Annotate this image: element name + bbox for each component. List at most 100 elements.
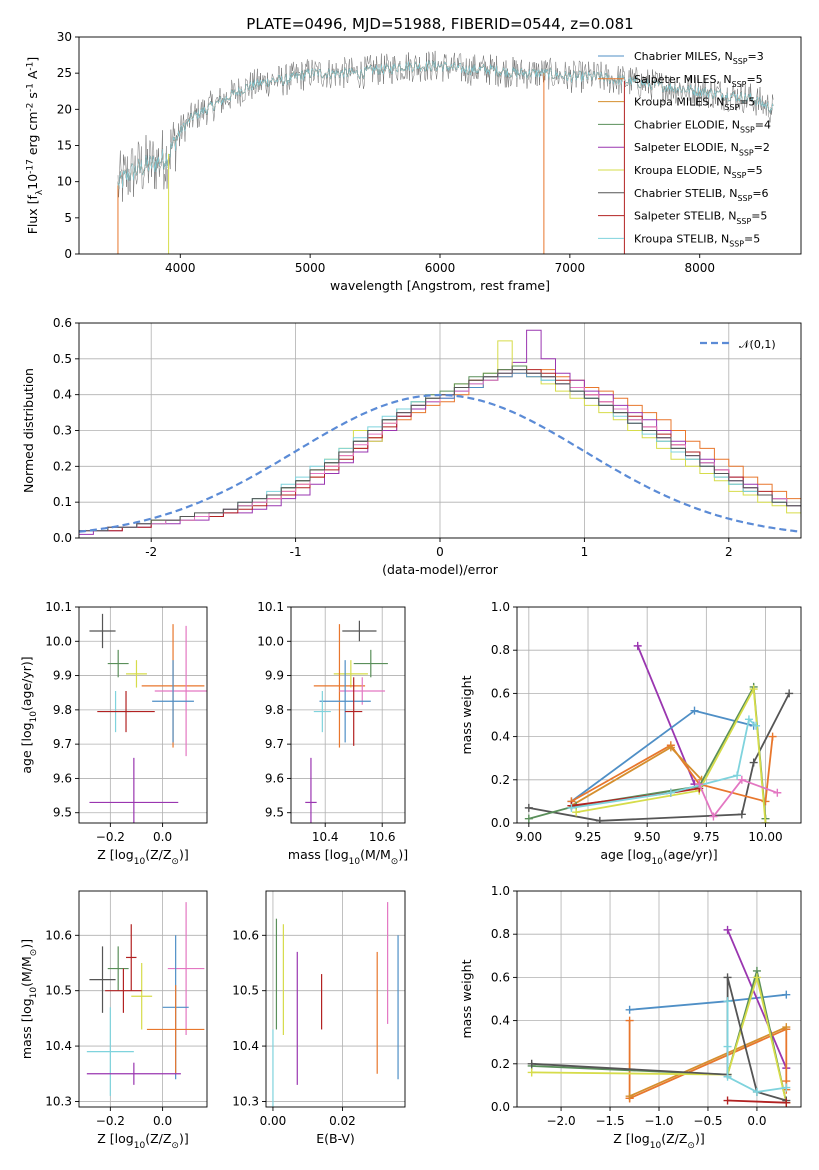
mass-weight-marker bbox=[723, 1096, 732, 1105]
mass-weight-marker bbox=[737, 810, 746, 819]
residuals-axes bbox=[75, 322, 802, 542]
y-tick-label: 30 bbox=[57, 30, 72, 44]
mass-weight-marker bbox=[723, 925, 732, 934]
x-tick-label: 10.6 bbox=[369, 830, 396, 844]
y-tick-label: 0.1 bbox=[53, 495, 72, 509]
legend-label: Kroupa ELODIE, NSSP=5 bbox=[634, 164, 763, 180]
y-tick-label: 0.5 bbox=[53, 352, 72, 366]
y-tick-label: 0.4 bbox=[491, 730, 510, 744]
x-axis-label: E(B-V) bbox=[316, 1131, 355, 1146]
mass-weight-line bbox=[726, 929, 788, 1069]
x-tick-label: 10.4 bbox=[312, 830, 339, 844]
residuals-frame bbox=[78, 322, 802, 539]
weight-vs-Z-axes bbox=[513, 890, 802, 1111]
x-tick-label: 10.00 bbox=[748, 830, 782, 844]
x-axis-label: Z [log10(Z/Z⊙)] bbox=[97, 847, 188, 867]
legend-label: Chabrier ELODIE, NSSP=4 bbox=[634, 118, 771, 134]
weight-vs-Z-plot-area bbox=[517, 891, 801, 1107]
x-tick-label: −0.2 bbox=[96, 1114, 125, 1128]
x-axis-label: wavelength [Angstrom, rest frame] bbox=[330, 278, 550, 293]
residual-histogram bbox=[79, 369, 801, 532]
legend-label: Salpeter ELODIE, NSSP=2 bbox=[634, 141, 770, 157]
x-tick-label: −1.0 bbox=[644, 1114, 673, 1128]
mass-weight-marker bbox=[768, 732, 777, 741]
weight-vs-age-frame bbox=[516, 606, 802, 824]
weight-vs-Z-frame bbox=[516, 890, 802, 1108]
mass-vs-Z-axes bbox=[75, 890, 208, 1111]
mass-weight-marker bbox=[733, 771, 742, 780]
y-tick-label: 10.3 bbox=[45, 1094, 72, 1108]
y-tick-label: 10.6 bbox=[45, 928, 72, 942]
x-tick-label: −0.2 bbox=[96, 830, 125, 844]
mass-weight-marker bbox=[625, 1005, 634, 1014]
x-tick-label: 0.00 bbox=[260, 1114, 287, 1128]
y-tick-label: 9.9 bbox=[53, 669, 72, 683]
x-tick-label: 9.25 bbox=[575, 830, 602, 844]
mass-weight-line bbox=[629, 1026, 787, 1098]
mass-vs-Z-frame bbox=[78, 890, 208, 1108]
age-vs-Z-plot-area bbox=[79, 607, 207, 823]
x-tick-label: -1 bbox=[290, 545, 302, 559]
x-tick-label: 0.0 bbox=[747, 1114, 766, 1128]
mass-weight-marker bbox=[752, 721, 761, 730]
y-tick-label: 0.0 bbox=[491, 1100, 510, 1114]
spectrum-plot-area bbox=[117, 50, 774, 254]
x-tick-label: 9.00 bbox=[515, 830, 542, 844]
y-tick-label: 0.2 bbox=[53, 459, 72, 473]
mass-weight-marker bbox=[782, 1083, 791, 1092]
x-tick-label: 9.50 bbox=[634, 830, 661, 844]
y-tick-label: 0.6 bbox=[53, 316, 72, 330]
y-tick-label: 0.2 bbox=[491, 773, 510, 787]
y-tick-label: 0.0 bbox=[491, 816, 510, 830]
spectrum-series-line bbox=[117, 59, 774, 190]
spectrum-axes bbox=[75, 36, 802, 258]
weight-vs-age-plot-area bbox=[517, 607, 801, 823]
mass-weight-line bbox=[531, 973, 788, 1103]
y-tick-label: 10.1 bbox=[45, 600, 72, 614]
y-tick-label: 5 bbox=[64, 211, 72, 225]
x-tick-label: 0.02 bbox=[329, 1114, 356, 1128]
mass-weight-marker bbox=[625, 1016, 634, 1025]
residuals-plot-area bbox=[79, 323, 801, 538]
y-tick-label: 0.2 bbox=[491, 1057, 510, 1071]
y-tick-label: 9.9 bbox=[265, 669, 284, 683]
mass-weight-line bbox=[698, 778, 778, 819]
mass-weight-line bbox=[570, 709, 754, 803]
x-tick-label: −2.0 bbox=[546, 1114, 575, 1128]
y-tick-label: 9.5 bbox=[265, 806, 284, 820]
y-tick-label: 0 bbox=[64, 247, 72, 261]
y-tick-label: 9.6 bbox=[53, 771, 72, 785]
age-vs-Z-frame bbox=[78, 606, 208, 824]
legend-label: Kroupa MILES, NSSP=5 bbox=[634, 96, 755, 112]
y-tick-label: 9.7 bbox=[53, 737, 72, 751]
mass-weight-marker bbox=[666, 743, 675, 752]
x-tick-label: 2 bbox=[725, 545, 733, 559]
mass-weight-marker bbox=[723, 973, 732, 982]
mass-weight-marker bbox=[690, 706, 699, 715]
y-tick-label: 9.7 bbox=[265, 737, 284, 751]
legend-label: Salpeter MILES, NSSP=5 bbox=[634, 73, 763, 89]
mass-vs-EBV-plot-area bbox=[266, 891, 405, 1107]
mass-weight-marker bbox=[752, 973, 761, 982]
y-tick-label: 9.8 bbox=[265, 703, 284, 717]
y-tick-label: 0.8 bbox=[491, 643, 510, 657]
y-tick-label: 10.5 bbox=[45, 984, 72, 998]
y-tick-label: 0.3 bbox=[53, 424, 72, 438]
legend-label: Chabrier STELIB, NSSP=6 bbox=[634, 187, 769, 203]
x-axis-label: Z [log10(Z/Z⊙)] bbox=[97, 1131, 188, 1151]
x-tick-label: 7000 bbox=[555, 261, 586, 275]
mass-weight-marker bbox=[524, 814, 533, 823]
y-tick-label: 10.3 bbox=[232, 1094, 259, 1108]
x-tick-label: −1.5 bbox=[595, 1114, 624, 1128]
legend-label: Salpeter STELIB, NSSP=5 bbox=[634, 210, 767, 226]
mass-weight-marker bbox=[666, 788, 675, 797]
age-vs-mass-frame bbox=[290, 606, 406, 824]
mass-weight-marker bbox=[749, 758, 758, 767]
y-axis-label: Normed distribution bbox=[21, 368, 36, 493]
y-axis-label: mass weight bbox=[459, 675, 474, 754]
y-tick-label: 10.1 bbox=[257, 600, 284, 614]
y-tick-label: 20 bbox=[57, 102, 72, 116]
y-tick-label: 1.0 bbox=[491, 600, 510, 614]
mass-weight-marker bbox=[737, 775, 746, 784]
mass-vs-EBV-frame bbox=[265, 890, 406, 1108]
